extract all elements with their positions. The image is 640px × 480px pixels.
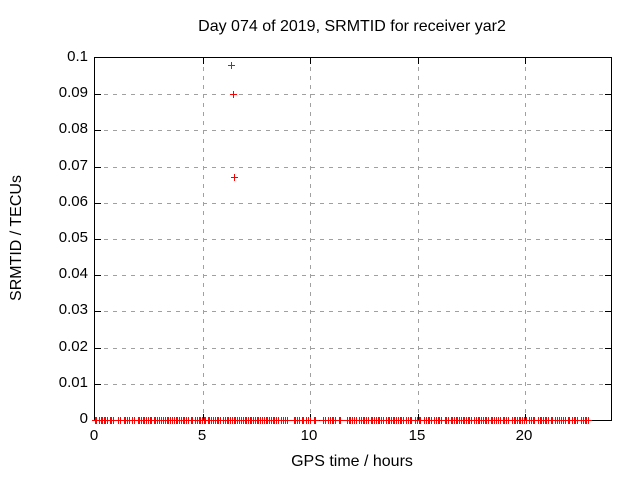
y-gridline [95,384,611,385]
data-point-marker [116,416,124,424]
x-gridline [525,58,526,420]
data-point-marker [504,416,512,424]
x-gridline [203,58,204,420]
data-point-marker [585,416,593,424]
y-tick-mark [605,239,611,240]
data-point-marker [352,416,360,424]
y-tick-label: 0.07 [58,157,88,174]
y-tick-label: 0.09 [58,84,88,101]
y-gridline [95,130,611,131]
y-gridline [95,239,611,240]
y-tick-label: 0.02 [58,338,88,355]
x-tick-mark [418,414,419,420]
x-tick-mark [310,58,311,64]
data-point-marker [284,416,292,424]
y-axis-label: SRMTID / TECUs [8,175,25,301]
y-tick-label: 0.06 [58,193,88,210]
y-tick-mark [95,384,101,385]
y-tick-mark [605,275,611,276]
x-tick-mark [310,414,311,420]
x-axis-label: GPS time / hours [291,453,413,470]
y-gridline [95,167,611,168]
y-tick-mark [605,167,611,168]
x-tick-label: 5 [197,427,207,444]
plot-area [91,57,612,424]
y-gridline [95,94,611,95]
x-gridline [310,58,311,420]
y-gridline [95,203,611,204]
y-tick-mark [605,130,611,131]
x-tick-label: 0 [89,427,99,444]
y-tick-label: 0.05 [58,229,88,246]
x-tick-mark [525,414,526,420]
x-tick-mark [203,414,204,420]
y-gridline [95,348,611,349]
y-tick-mark [95,167,101,168]
x-gridline [418,58,419,420]
data-point-marker [312,416,320,424]
data-point-marker [109,416,117,424]
data-point-marker [230,173,238,181]
y-gridline [95,311,611,312]
y-tick-mark [95,94,101,95]
y-tick-mark [605,384,611,385]
x-tick-label: 15 [408,427,426,444]
y-tick-mark [605,348,611,349]
y-tick-label: 0.1 [67,48,88,65]
y-gridline [95,275,611,276]
data-point-marker [230,90,238,98]
data-point-marker [228,61,236,69]
chart-title: Day 074 of 2019, SRMTID for receiver yar… [198,18,506,35]
y-tick-label: 0.08 [58,120,88,137]
data-point-marker [337,416,345,424]
y-tick-label: 0.04 [58,265,88,282]
y-tick-mark [605,94,611,95]
y-tick-mark [95,348,101,349]
data-point-marker [332,416,340,424]
x-tick-mark [203,58,204,64]
y-tick-mark [605,203,611,204]
x-tick-mark [418,58,419,64]
data-point-marker [417,416,425,424]
data-point-marker [130,416,138,424]
data-point-marker [306,416,314,424]
y-tick-mark [95,203,101,204]
y-tick-mark [95,239,101,240]
x-tick-label: 10 [300,427,318,444]
data-point-marker [522,416,530,424]
x-tick-label: 20 [515,427,533,444]
y-tick-mark [95,275,101,276]
y-tick-label: 0.01 [58,374,88,391]
y-tick-mark [95,130,101,131]
y-tick-mark [95,311,101,312]
y-tick-mark [605,311,611,312]
y-tick-label: 0 [79,410,88,427]
y-tick-label: 0.03 [58,301,88,318]
data-point-marker [573,416,581,424]
data-point-marker [408,416,416,424]
x-tick-mark [525,58,526,64]
